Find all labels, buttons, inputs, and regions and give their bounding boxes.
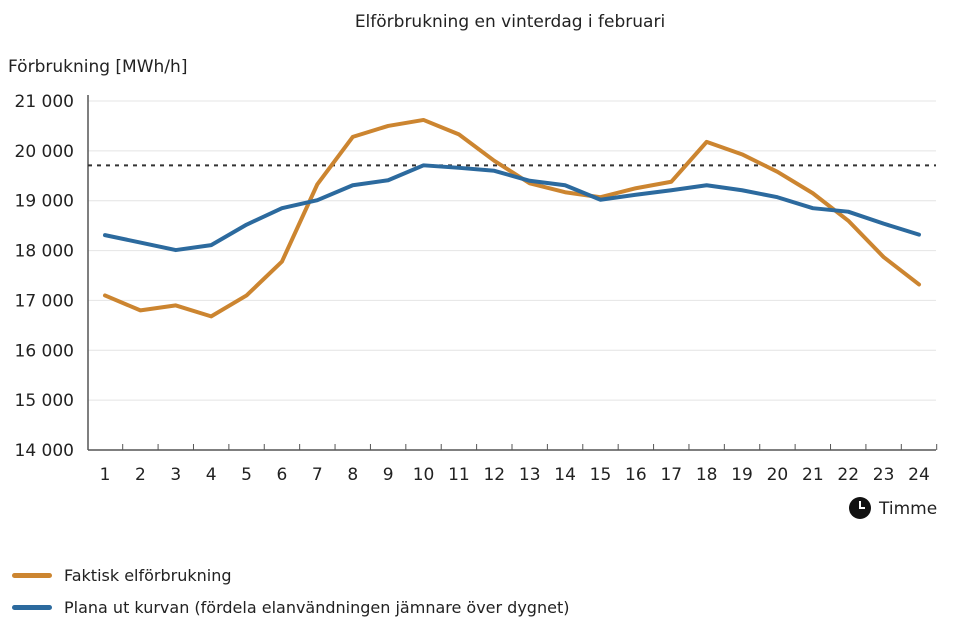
- y-tick-label: 17 000: [15, 291, 74, 311]
- x-tick-label: 3: [170, 465, 181, 485]
- x-tick-label: 2: [135, 465, 146, 485]
- y-tick-label: 16 000: [15, 341, 74, 361]
- chart-title: Elförbrukning en vinterdag i februari: [355, 12, 665, 32]
- x-tick-label: 14: [554, 465, 576, 485]
- x-tick-label: 7: [312, 465, 323, 485]
- line-chart: Elförbrukning en vinterdag i februari Fö…: [8, 12, 938, 519]
- legend-swatch-actual: [12, 573, 52, 578]
- x-tick-label: 10: [413, 465, 435, 485]
- x-tick-label: 5: [241, 465, 252, 485]
- x-tick-label: 8: [347, 465, 358, 485]
- x-tick-label: 4: [206, 465, 217, 485]
- clock-hands: [859, 501, 865, 509]
- y-tick-label: 21 000: [15, 92, 74, 112]
- x-tick-label: 6: [277, 465, 288, 485]
- x-tick-label: 9: [383, 465, 394, 485]
- x-tick-label: 1: [100, 465, 111, 485]
- y-tick-label: 14 000: [15, 441, 74, 461]
- x-axis-label-group: Timme: [849, 497, 937, 519]
- x-tick-label: 23: [873, 465, 895, 485]
- series-line-actual: [103, 117, 921, 319]
- y-tick-label: 19 000: [15, 192, 74, 212]
- legend-label-flatten: Plana ut kurvan (fördela elanvändningen …: [64, 598, 570, 617]
- y-tick-label: 15 000: [15, 391, 74, 411]
- series-line-flatten: [103, 163, 921, 253]
- y-tick-label: 18 000: [15, 242, 74, 262]
- x-tick-label: 16: [625, 465, 647, 485]
- x-tick-label: 20: [767, 465, 789, 485]
- x-tick-label: 24: [908, 465, 930, 485]
- y-axis-label: Förbrukning [MWh/h]: [8, 57, 187, 77]
- legend-item-actual: Faktisk elförbrukning: [12, 566, 232, 585]
- x-tick-label: 17: [660, 465, 682, 485]
- legend-swatch-flatten: [12, 605, 52, 610]
- x-axis-label: Timme: [878, 499, 937, 519]
- legend-item-flatten: Plana ut kurvan (fördela elanvändningen …: [12, 598, 569, 617]
- x-tick-label: 19: [731, 465, 753, 485]
- y-tick-label: 20 000: [15, 142, 74, 162]
- x-tick-label: 13: [519, 465, 541, 485]
- x-tick-label: 12: [483, 465, 505, 485]
- x-tick-label: 21: [802, 465, 824, 485]
- x-tick-label: 22: [837, 465, 859, 485]
- x-tick-label: 11: [448, 465, 470, 485]
- x-tick-label: 18: [696, 465, 718, 485]
- legend-label-actual: Faktisk elförbrukning: [64, 566, 232, 585]
- x-tick-label: 15: [590, 465, 612, 485]
